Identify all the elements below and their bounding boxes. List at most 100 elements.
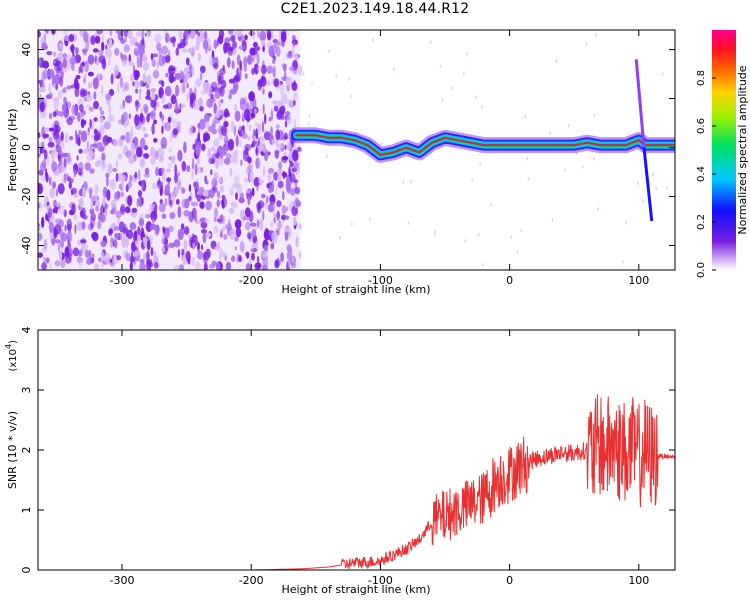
noise-speckle	[90, 198, 94, 211]
noise-speckle	[288, 172, 292, 177]
noise-speckle	[286, 52, 293, 59]
noise-speckle	[93, 128, 98, 135]
noise-speckle	[51, 73, 56, 86]
noise-speckle	[157, 184, 162, 190]
colorbar-tick-label: 0.2	[696, 214, 707, 230]
noise-speckle	[82, 48, 87, 56]
noise-speckle	[275, 129, 281, 141]
noise-speckle	[95, 205, 99, 212]
noise-speckle	[227, 138, 235, 151]
noise-speckle	[268, 167, 275, 174]
noise-speckle	[90, 222, 93, 229]
noise-speckle	[134, 50, 139, 57]
snr-ticks: -300 -200 -100 0 100 0 1 2 3 4	[20, 327, 675, 587]
noise-speckle	[219, 151, 224, 159]
noise-speckle	[236, 253, 240, 263]
noise-speckle	[199, 118, 206, 130]
noise-speckle	[145, 95, 151, 100]
noise-speckle	[293, 179, 299, 184]
noise-speckle	[39, 146, 43, 155]
noise-speckle	[60, 131, 64, 142]
noise-speckle	[172, 127, 178, 136]
noise-speckle	[471, 178, 473, 183]
noise-speckle	[161, 125, 164, 134]
noise-speckle	[236, 54, 241, 66]
noise-speckle	[286, 185, 291, 194]
noise-speckle	[410, 179, 412, 184]
noise-speckle	[150, 88, 156, 93]
noise-speckle	[204, 218, 210, 224]
noise-speckle	[129, 174, 133, 182]
noise-speckle	[172, 264, 180, 270]
noise-speckle	[280, 252, 284, 263]
noise-speckle	[196, 157, 200, 165]
noise-speckle	[168, 242, 175, 248]
noise-speckle	[183, 239, 188, 251]
noise-speckle	[119, 76, 123, 88]
noise-speckle	[150, 210, 158, 222]
noise-speckle	[181, 198, 188, 209]
y-tick-label: 3	[20, 387, 33, 394]
noise-speckle	[270, 242, 275, 250]
noise-speckle	[223, 120, 229, 128]
noise-speckle	[45, 30, 49, 35]
ridge-layer-4	[295, 134, 675, 156]
noise-speckle	[56, 60, 63, 71]
noise-speckle	[234, 110, 241, 122]
noise-speckle	[178, 31, 182, 43]
noise-speckle	[276, 200, 282, 208]
noise-speckle	[161, 232, 165, 244]
noise-speckle	[241, 129, 245, 137]
noise-speckle	[464, 239, 466, 243]
noise-speckle	[91, 232, 98, 240]
noise-speckle	[102, 207, 105, 214]
noise-speckle	[53, 230, 58, 239]
noise-speckle	[152, 150, 156, 162]
noise-speckle	[289, 162, 294, 167]
noise-speckle	[282, 135, 289, 140]
noise-speckle	[110, 209, 115, 215]
noise-speckle	[244, 221, 251, 231]
noise-speckle	[263, 229, 271, 241]
noise-speckle	[230, 35, 236, 43]
noise-speckle	[477, 233, 480, 237]
noise-speckle	[246, 54, 253, 65]
noise-speckle	[434, 229, 437, 234]
noise-speckle	[189, 124, 194, 137]
noise-speckle	[215, 159, 220, 170]
noise-speckle	[244, 207, 251, 218]
noise-speckle	[291, 255, 296, 264]
noise-speckle	[328, 49, 330, 53]
noise-speckle	[197, 52, 201, 62]
noise-speckle	[106, 136, 113, 143]
noise-speckle	[125, 83, 128, 91]
colorbar: 0.0 0.2 0.4 0.6 0.8 Normalized spectral ampl…	[696, 30, 749, 278]
noise-speckle	[210, 158, 216, 164]
noise-speckle	[298, 223, 302, 230]
noise-speckle	[274, 259, 280, 269]
snr-multiplier-exp: 4	[4, 344, 13, 349]
noise-speckle	[291, 48, 295, 58]
noise-speckle	[167, 116, 172, 123]
noise-speckle	[155, 166, 159, 177]
noise-speckle	[233, 149, 239, 157]
noise-speckle	[256, 53, 260, 65]
noise-speckle	[158, 47, 162, 57]
noise-speckle	[172, 118, 178, 129]
noise-speckle	[139, 56, 143, 68]
noise-speckle	[51, 161, 58, 173]
noise-speckle	[292, 149, 299, 162]
noise-speckle	[251, 68, 255, 75]
noise-speckle	[294, 53, 299, 63]
noise-speckle	[63, 96, 67, 105]
noise-speckle	[42, 60, 50, 69]
noise-speckle	[142, 61, 149, 72]
noise-speckle	[251, 243, 254, 251]
noise-speckle	[215, 262, 221, 270]
noise-speckle	[234, 103, 238, 112]
noise-speckle	[307, 122, 310, 126]
noise-speckle	[551, 218, 554, 222]
noise-speckle	[269, 200, 276, 213]
noise-speckle	[59, 250, 63, 261]
